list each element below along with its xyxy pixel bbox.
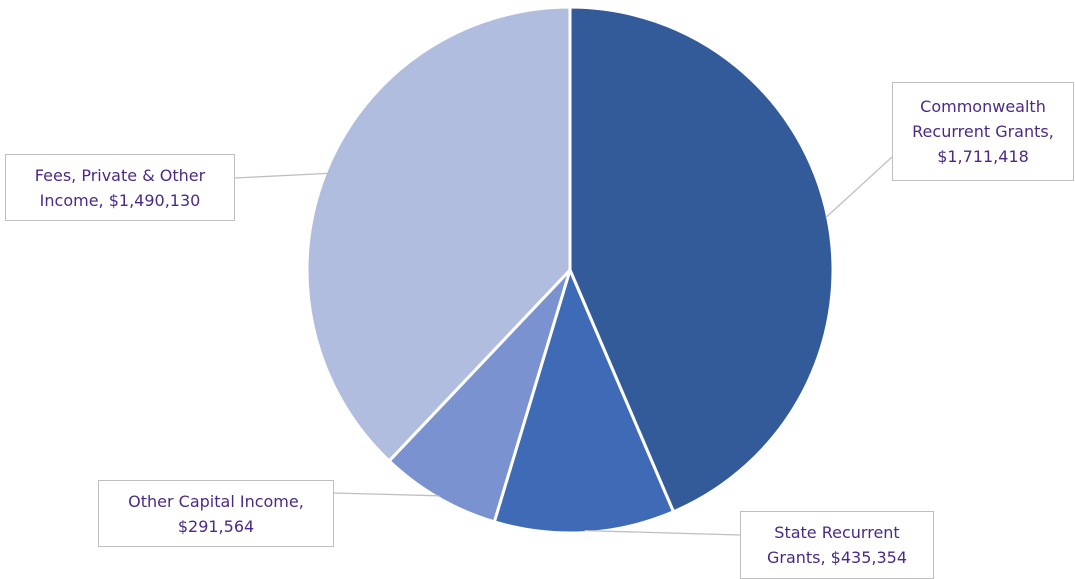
data-label-0-line-1: Recurrent Grants,: [912, 122, 1054, 141]
leader-line-1: [584, 529, 741, 536]
pie-slice-2: [387, 268, 572, 524]
data-label-2-line-1: $291,564: [177, 516, 255, 536]
pie-slice-0: [568, 5, 835, 514]
leader-line-0: [825, 156, 893, 219]
data-label-3: Fees, Private & Other Income, $1,490,130: [5, 154, 235, 221]
data-label-1-line-1: Grants, $435,354: [766, 548, 908, 567]
data-label-1-line-0: State Recurrent: [774, 523, 900, 542]
pie-slice-1: [492, 268, 675, 535]
data-label-2: Other Capital Income, $291,564: [98, 480, 334, 547]
pie-slice-3: [305, 5, 572, 463]
data-label-1: State Recurrent Grants, $435,354: [740, 511, 934, 579]
leader-line-2: [333, 492, 440, 497]
data-label-0-line-2: $1,711,418: [937, 147, 1029, 166]
leader-line-3: [234, 172, 328, 179]
data-label-3-line-1: Income, $1,490,130: [39, 190, 201, 210]
data-label-3-line-0: Fees, Private & Other: [34, 165, 206, 185]
data-label-0: Commonwealth Recurrent Grants, $1,711,418: [892, 82, 1074, 181]
data-label-2-line-0: Other Capital Income,: [128, 491, 304, 511]
data-label-0-line-0: Commonwealth: [920, 97, 1046, 116]
